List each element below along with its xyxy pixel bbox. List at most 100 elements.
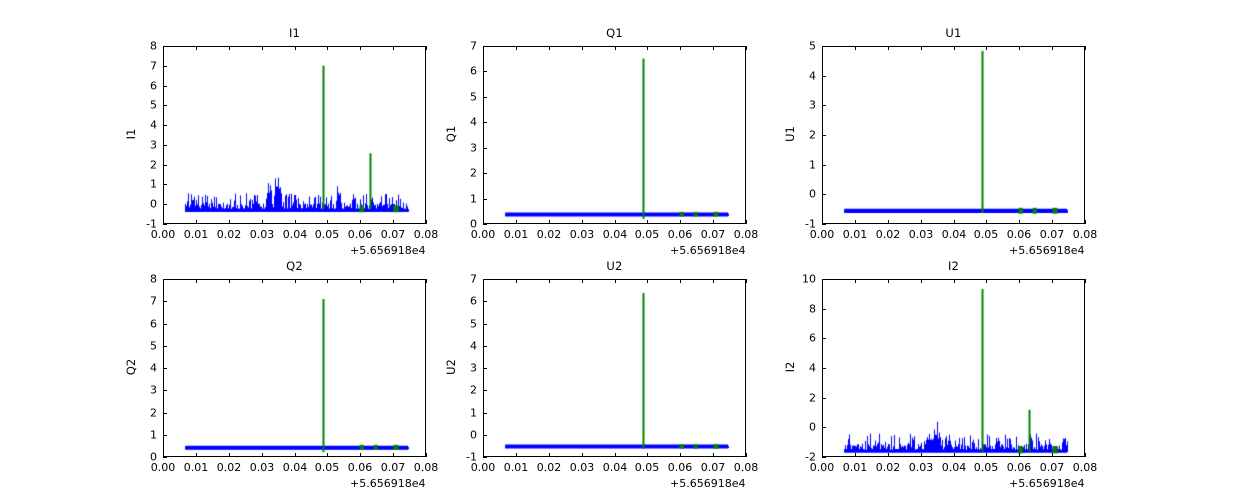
x-tick-mark [647, 220, 648, 224]
x-tick-label: 0.01 [503, 228, 529, 241]
y-tick-mark [483, 122, 487, 123]
x-tick-mark [888, 220, 889, 224]
y-tick-mark [822, 194, 826, 195]
y-tick-mark [163, 224, 167, 225]
x-tick-mark-top [360, 279, 361, 283]
y-tick-mark [822, 368, 826, 369]
x-tick-mark-top [822, 46, 823, 50]
x-tick-mark [516, 453, 517, 457]
axes-frame [822, 46, 1085, 224]
plot-data-canvas [824, 281, 1084, 456]
x-tick-mark [327, 453, 328, 457]
x-tick-label: 0.03 [908, 461, 934, 474]
y-tick-mark [822, 457, 826, 458]
x-tick-label: 0.02 [536, 228, 562, 241]
axes-frame [163, 279, 426, 457]
x-tick-mark-top [746, 279, 747, 283]
x-tick-label: 0.00 [150, 461, 176, 474]
x-tick-label: 0.08 [1072, 228, 1098, 241]
y-tick-label: 5 [470, 317, 477, 331]
y-tick-label: 7 [150, 59, 157, 73]
y-tick-mark [163, 204, 167, 205]
x-tick-label: 0.01 [842, 461, 868, 474]
y-tick-mark [822, 224, 826, 225]
y-tick-label: 4 [809, 361, 816, 375]
x-tick-label: 0.05 [634, 228, 660, 241]
y-tick-label: 1 [150, 428, 157, 442]
y-tick-mark [163, 184, 167, 185]
y-tick-mark [483, 199, 487, 200]
x-tick-label: 0.06 [347, 228, 373, 241]
subplot-title: I1 [288, 26, 301, 40]
subplot-title: Q2 [286, 259, 303, 273]
x-tick-label: 0.00 [809, 228, 835, 241]
x-tick-label: 0.05 [314, 461, 340, 474]
x-tick-mark-top [921, 46, 922, 50]
y-tick-label: 5 [150, 98, 157, 112]
subplot-title: Q1 [606, 26, 623, 40]
x-tick-mark [615, 453, 616, 457]
x-tick-mark [229, 453, 230, 457]
x-tick-label: 0.00 [809, 461, 835, 474]
y-tick-label: -1 [805, 217, 816, 231]
x-tick-mark-top [713, 279, 714, 283]
y-tick-label: -1 [146, 217, 157, 231]
x-axis-offset-text: +5.656918e4 [1009, 477, 1085, 490]
y-tick-label: 0 [470, 428, 477, 442]
y-tick-label: -2 [805, 450, 816, 464]
x-tick-mark [822, 453, 823, 457]
x-tick-label: 0.08 [733, 461, 759, 474]
x-tick-mark-top [855, 279, 856, 283]
subplot-title: U2 [606, 259, 623, 273]
x-tick-label: 0.06 [1006, 461, 1032, 474]
x-axis-offset-text: +5.656918e4 [670, 244, 746, 257]
x-tick-mark-top [483, 279, 484, 283]
y-tick-mark [483, 324, 487, 325]
x-tick-label: 0.01 [183, 228, 209, 241]
y-tick-mark [163, 279, 167, 280]
y-tick-label: 3 [470, 141, 477, 155]
x-tick-mark [1052, 220, 1053, 224]
x-tick-mark-top [393, 46, 394, 50]
x-tick-mark-top [680, 46, 681, 50]
y-tick-mark [483, 148, 487, 149]
x-tick-mark-top [549, 279, 550, 283]
y-tick-mark [483, 97, 487, 98]
y-tick-label: 2 [150, 406, 157, 420]
y-tick-label: 5 [470, 90, 477, 104]
x-tick-mark-top [295, 46, 296, 50]
x-tick-mark-top [516, 279, 517, 283]
subplot-title: I2 [947, 259, 960, 273]
plot-data-canvas [165, 281, 425, 456]
x-tick-label: 0.08 [1072, 461, 1098, 474]
x-tick-mark [1085, 220, 1086, 224]
y-tick-mark [483, 368, 487, 369]
x-tick-label: 0.04 [282, 228, 308, 241]
x-tick-label: 0.07 [700, 228, 726, 241]
y-tick-label: 3 [150, 138, 157, 152]
x-tick-label: 0.05 [973, 228, 999, 241]
plot-data-canvas [485, 48, 745, 223]
x-tick-label: 0.03 [569, 228, 595, 241]
x-tick-label: 0.00 [470, 228, 496, 241]
y-tick-mark [163, 390, 167, 391]
y-tick-label: 0 [809, 420, 816, 434]
y-tick-label: 3 [470, 361, 477, 375]
x-tick-label: 0.01 [842, 228, 868, 241]
plot-data-canvas [824, 48, 1084, 223]
y-tick-mark [163, 105, 167, 106]
y-tick-label: 6 [809, 331, 816, 345]
x-tick-mark [921, 220, 922, 224]
x-tick-mark [360, 453, 361, 457]
x-tick-mark-top [163, 279, 164, 283]
x-tick-mark-top [1019, 46, 1020, 50]
y-tick-label: 2 [150, 158, 157, 172]
x-tick-mark [954, 453, 955, 457]
x-tick-mark-top [360, 46, 361, 50]
y-tick-label: 8 [809, 302, 816, 316]
y-tick-label: 8 [150, 39, 157, 53]
x-tick-mark [822, 220, 823, 224]
y-tick-label: 6 [470, 294, 477, 308]
x-tick-mark-top [855, 46, 856, 50]
x-tick-mark [483, 453, 484, 457]
